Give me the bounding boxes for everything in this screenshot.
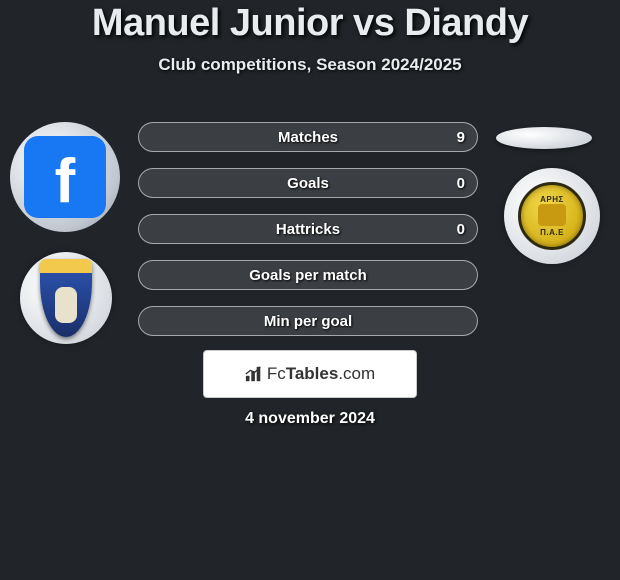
brand-prefix: Fc	[267, 364, 286, 383]
stats-panel: Matches 9 Goals 0 Hattricks 0 Goals per …	[138, 122, 478, 352]
round-badge-text-top: ΑΡΗΣ	[540, 195, 564, 204]
page-title: Manuel Junior vs Diandy	[0, 0, 620, 45]
stat-label: Min per goal	[139, 307, 477, 335]
stat-right-value: 0	[457, 215, 465, 243]
stat-row-goals: Goals 0	[138, 168, 478, 198]
stat-row-min-per-goal: Min per goal	[138, 306, 478, 336]
brand-bold: Tables	[286, 364, 339, 383]
stat-label: Goals per match	[139, 261, 477, 289]
ellipse-badge-right	[496, 127, 592, 149]
club-badge-left	[20, 252, 112, 344]
footer-date: 4 november 2024	[0, 410, 620, 428]
stat-label: Goals	[139, 169, 477, 197]
shield-icon	[40, 259, 92, 337]
stat-row-matches: Matches 9	[138, 122, 478, 152]
stat-row-hattricks: Hattricks 0	[138, 214, 478, 244]
round-badge-figure	[538, 204, 566, 226]
stat-label: Matches	[139, 123, 477, 151]
club-badge-right: ΑΡΗΣ Π.Α.Ε	[504, 168, 600, 264]
facebook-f-glyph: f	[55, 146, 76, 217]
round-badge-icon: ΑΡΗΣ Π.Α.Ε	[518, 182, 586, 250]
facebook-avatar: f	[10, 122, 120, 232]
stat-label: Hattricks	[139, 215, 477, 243]
stat-right-value: 9	[457, 123, 465, 151]
infographic-root: Manuel Junior vs Diandy Club competition…	[0, 0, 620, 580]
brand-panel: FcTables.com	[203, 350, 417, 398]
facebook-icon: f	[24, 136, 106, 218]
page-subtitle: Club competitions, Season 2024/2025	[0, 55, 620, 75]
brand-suffix: .com	[338, 364, 375, 383]
stat-right-value: 0	[457, 169, 465, 197]
stat-row-goals-per-match: Goals per match	[138, 260, 478, 290]
brand-text: FcTables.com	[267, 364, 375, 384]
bar-chart-icon	[245, 365, 263, 383]
shield-figure	[55, 287, 77, 323]
round-badge-text-bottom: Π.Α.Ε	[540, 228, 564, 237]
